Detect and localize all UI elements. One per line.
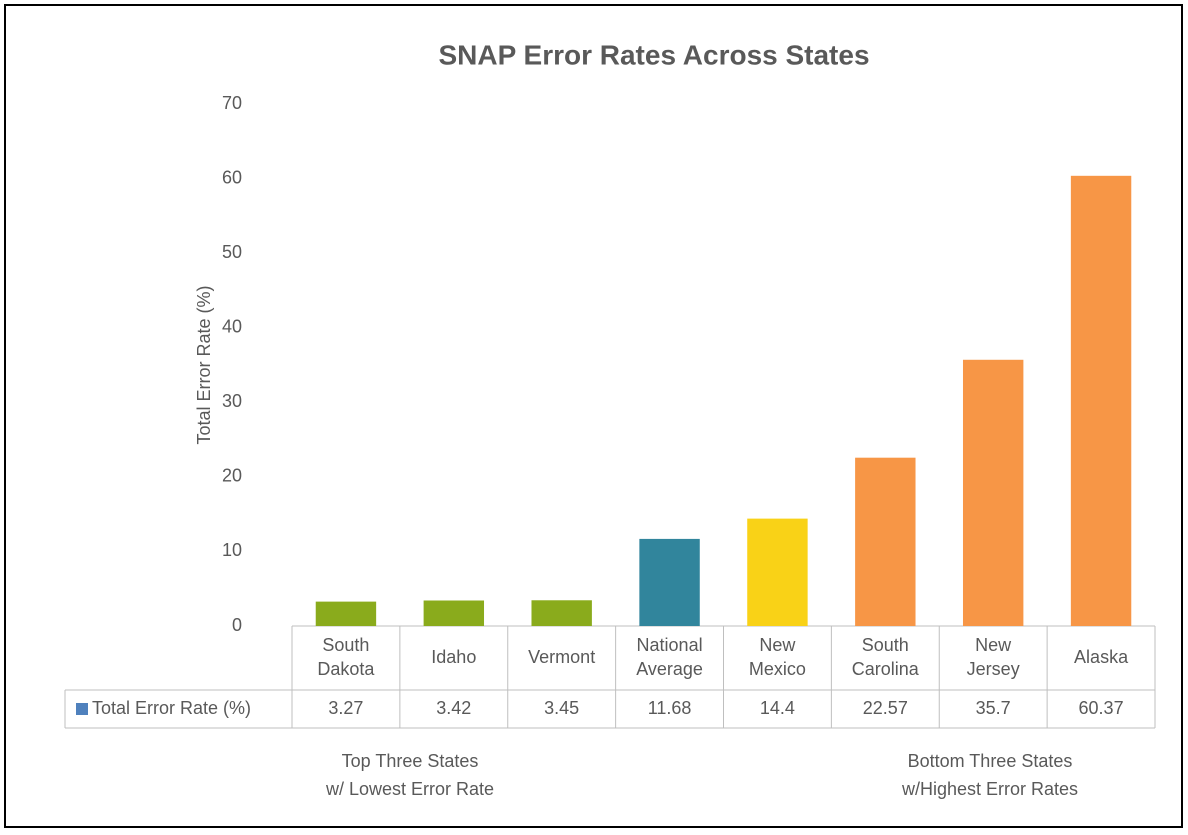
legend-label: Total Error Rate (%) <box>92 698 251 718</box>
x-tick-label-line: Carolina <box>852 659 920 679</box>
x-tick-label-line: New <box>975 635 1012 655</box>
table-value: 3.27 <box>328 698 363 718</box>
x-tick-label: Alaska <box>1074 647 1129 667</box>
x-tick-label: New Mexico <box>749 635 806 679</box>
x-tick-label: South Carolina <box>852 635 920 679</box>
y-tick-label: 20 <box>222 466 242 486</box>
y-tick-label: 60 <box>222 167 242 187</box>
x-tick-label-line: National <box>637 635 703 655</box>
y-tick-label: 40 <box>222 316 242 336</box>
y-axis-title: Total Error Rate (%) <box>194 285 214 444</box>
bar <box>1070 175 1132 626</box>
bar <box>639 538 700 626</box>
table-value: 14.4 <box>760 698 795 718</box>
y-tick-label: 50 <box>222 242 242 262</box>
table-value: 22.57 <box>863 698 908 718</box>
y-tick-label: 10 <box>222 540 242 560</box>
x-tick-label-line: Mexico <box>749 659 806 679</box>
table-value: 35.7 <box>976 698 1011 718</box>
table-value: 3.42 <box>436 698 471 718</box>
bar <box>315 601 377 626</box>
x-tick-label: National Average <box>636 635 703 679</box>
bar <box>531 600 592 626</box>
table-value: 60.37 <box>1079 698 1124 718</box>
x-tick-label: Vermont <box>528 647 595 667</box>
x-tick-label: Idaho <box>431 647 476 667</box>
x-tick-label: New Jersey <box>967 635 1020 679</box>
x-tick-label-line: Dakota <box>317 659 375 679</box>
x-tick-label-line: South <box>862 635 909 655</box>
bar <box>962 359 1024 626</box>
bar <box>423 600 485 626</box>
y-tick-label: 0 <box>232 615 242 635</box>
bar <box>747 518 808 626</box>
x-tick-label-line: New <box>759 635 796 655</box>
y-tick-label: 30 <box>222 391 242 411</box>
annotation: w/ Lowest Error Rate <box>325 779 494 799</box>
bar <box>855 457 916 626</box>
x-tick-label-line: South <box>322 635 369 655</box>
x-tick-label-line: Average <box>636 659 703 679</box>
legend-key <box>76 703 88 715</box>
x-tick-label: South Dakota <box>317 635 375 679</box>
chart-title: SNAP Error Rates Across States <box>438 39 869 70</box>
y-tick-label: 70 <box>222 93 242 113</box>
table-value: 11.68 <box>648 698 692 718</box>
annotation: Top Three States <box>342 751 479 771</box>
x-tick-label-line: Jersey <box>967 659 1020 679</box>
annotation: w/Highest Error Rates <box>901 779 1078 799</box>
table-value: 3.45 <box>544 698 579 718</box>
annotation: Bottom Three States <box>908 751 1073 771</box>
